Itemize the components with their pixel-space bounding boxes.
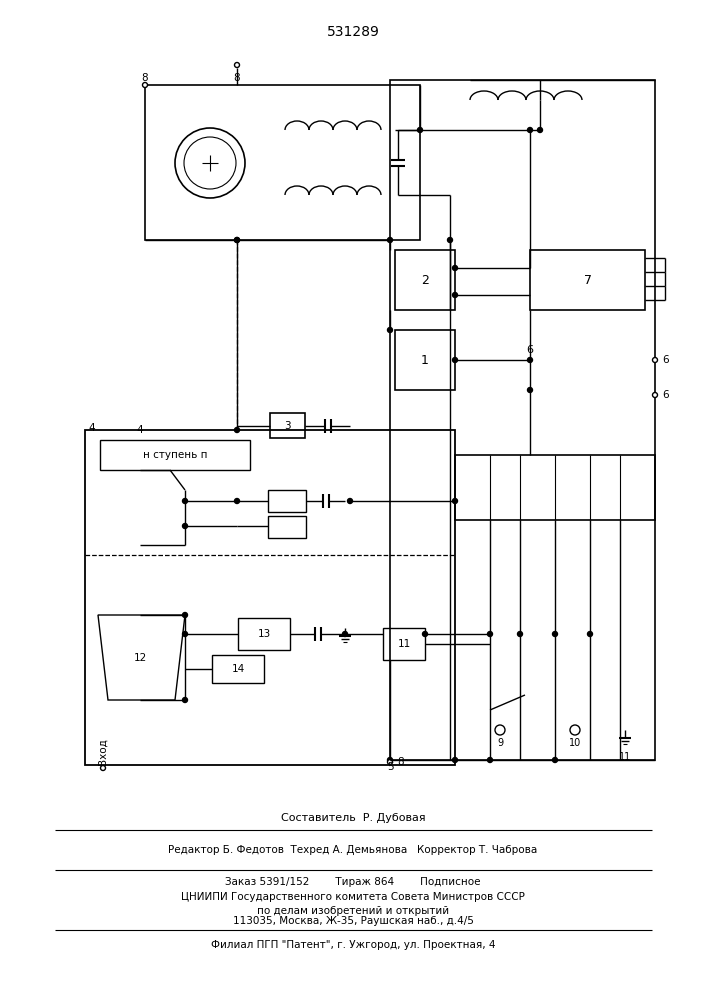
Circle shape [527,127,532,132]
Circle shape [387,758,392,762]
Bar [395,330,455,390]
Bar [530,250,645,310]
Text: 8: 8 [141,73,148,83]
Text: Филиал ПГП "Патент", г. Ужгород, ул. Проектная, 4: Филиал ПГП "Патент", г. Ужгород, ул. Про… [211,940,495,950]
Text: Составитель  Р. Дубовая: Составитель Р. Дубовая [281,813,426,823]
Circle shape [653,358,658,362]
Bar [395,250,455,310]
Circle shape [182,612,187,617]
Circle shape [488,758,493,762]
Text: 9: 9 [497,738,503,748]
Text: по делам изобретений и открытий: по делам изобретений и открытий [257,906,449,916]
Text: 6: 6 [662,355,669,365]
Text: 531289: 531289 [327,25,380,39]
Text: 5: 5 [387,762,393,772]
Circle shape [588,632,592,637]
Text: 12: 12 [134,653,146,663]
Text: 2: 2 [421,273,429,286]
Circle shape [552,632,558,637]
Circle shape [235,237,240,242]
Bar [238,618,290,650]
Bar [85,430,455,765]
Circle shape [182,632,187,637]
Text: ЦНИИПИ Государственного комитета Совета Министров СССР: ЦНИИПИ Государственного комитета Совета … [181,892,525,902]
Circle shape [452,498,457,504]
Circle shape [527,358,532,362]
Circle shape [387,760,392,764]
Circle shape [143,83,148,88]
Circle shape [448,237,452,242]
Bar [268,490,306,512]
Bar [390,80,655,760]
Text: 10: 10 [569,738,581,748]
Circle shape [348,498,353,504]
Circle shape [387,328,392,332]
Text: 8: 8 [397,757,404,767]
Text: 11: 11 [619,752,631,762]
Circle shape [452,265,457,270]
Circle shape [518,632,522,637]
Text: 6: 6 [527,345,534,355]
Bar [270,413,305,438]
Text: 1: 1 [421,354,429,366]
Circle shape [235,428,240,432]
Bar [383,628,425,660]
Circle shape [488,632,493,637]
Text: 13: 13 [257,629,271,639]
Circle shape [100,766,105,770]
Circle shape [570,725,580,735]
Bar [268,516,306,538]
Circle shape [175,128,245,198]
Circle shape [527,387,532,392]
Circle shape [537,127,542,132]
Text: 4: 4 [88,423,95,433]
Circle shape [452,758,457,762]
Circle shape [182,698,187,702]
Text: Заказ 5391/152        Тираж 864        Подписное: Заказ 5391/152 Тираж 864 Подписное [226,877,481,887]
Text: Редактор Б. Федотов  Техред А. Демьянова   Корректор Т. Чаброва: Редактор Б. Федотов Техред А. Демьянова … [168,845,537,855]
Bar [100,440,250,470]
Circle shape [653,392,658,397]
Bar [212,655,264,683]
Circle shape [235,237,240,242]
Text: 3: 3 [284,421,291,431]
Circle shape [235,498,240,504]
Text: 14: 14 [231,664,245,674]
Text: н ступень п: н ступень п [143,450,207,460]
Text: 6: 6 [662,390,669,400]
Circle shape [452,358,457,362]
Circle shape [552,758,558,762]
Circle shape [182,498,187,504]
Circle shape [342,632,348,637]
Circle shape [495,725,505,735]
Text: 113035, Москва, Ж-35, Раушская наб., д.4/5: 113035, Москва, Ж-35, Раушская наб., д.4… [233,916,474,926]
Circle shape [182,524,187,528]
Circle shape [423,632,428,637]
Circle shape [418,127,423,132]
Circle shape [235,62,240,68]
Text: 11: 11 [397,639,411,649]
Text: 8: 8 [234,73,240,83]
Circle shape [387,237,392,242]
Bar [145,85,420,240]
Circle shape [184,137,236,189]
Bar [455,455,655,520]
Text: 4: 4 [136,425,144,435]
Circle shape [452,292,457,298]
Text: Вход: Вход [98,739,108,765]
Text: 7: 7 [584,273,592,286]
